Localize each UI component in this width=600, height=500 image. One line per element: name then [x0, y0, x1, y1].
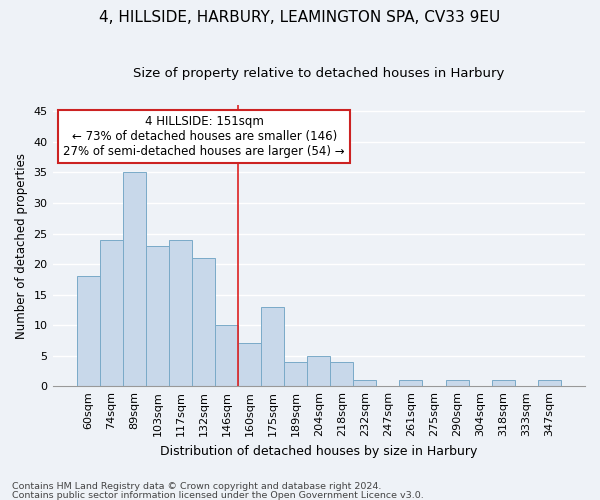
Bar: [169, 240, 192, 386]
Bar: [123, 172, 146, 386]
Title: Size of property relative to detached houses in Harbury: Size of property relative to detached ho…: [133, 68, 505, 80]
Bar: [353, 380, 376, 386]
Bar: [538, 380, 561, 386]
Bar: [446, 380, 469, 386]
Bar: [491, 380, 515, 386]
Y-axis label: Number of detached properties: Number of detached properties: [15, 152, 28, 338]
Bar: [146, 246, 169, 386]
Text: Contains HM Land Registry data © Crown copyright and database right 2024.: Contains HM Land Registry data © Crown c…: [12, 482, 382, 491]
Bar: [100, 240, 123, 386]
Bar: [261, 307, 284, 386]
Bar: [77, 276, 100, 386]
Bar: [307, 356, 330, 386]
Bar: [284, 362, 307, 386]
Text: Contains public sector information licensed under the Open Government Licence v3: Contains public sector information licen…: [12, 490, 424, 500]
Bar: [330, 362, 353, 386]
Bar: [192, 258, 215, 386]
Text: 4, HILLSIDE, HARBURY, LEAMINGTON SPA, CV33 9EU: 4, HILLSIDE, HARBURY, LEAMINGTON SPA, CV…: [100, 10, 500, 25]
X-axis label: Distribution of detached houses by size in Harbury: Distribution of detached houses by size …: [160, 444, 478, 458]
Text: 4 HILLSIDE: 151sqm
← 73% of detached houses are smaller (146)
27% of semi-detach: 4 HILLSIDE: 151sqm ← 73% of detached hou…: [64, 115, 345, 158]
Bar: [400, 380, 422, 386]
Bar: [215, 325, 238, 386]
Bar: [238, 344, 261, 386]
